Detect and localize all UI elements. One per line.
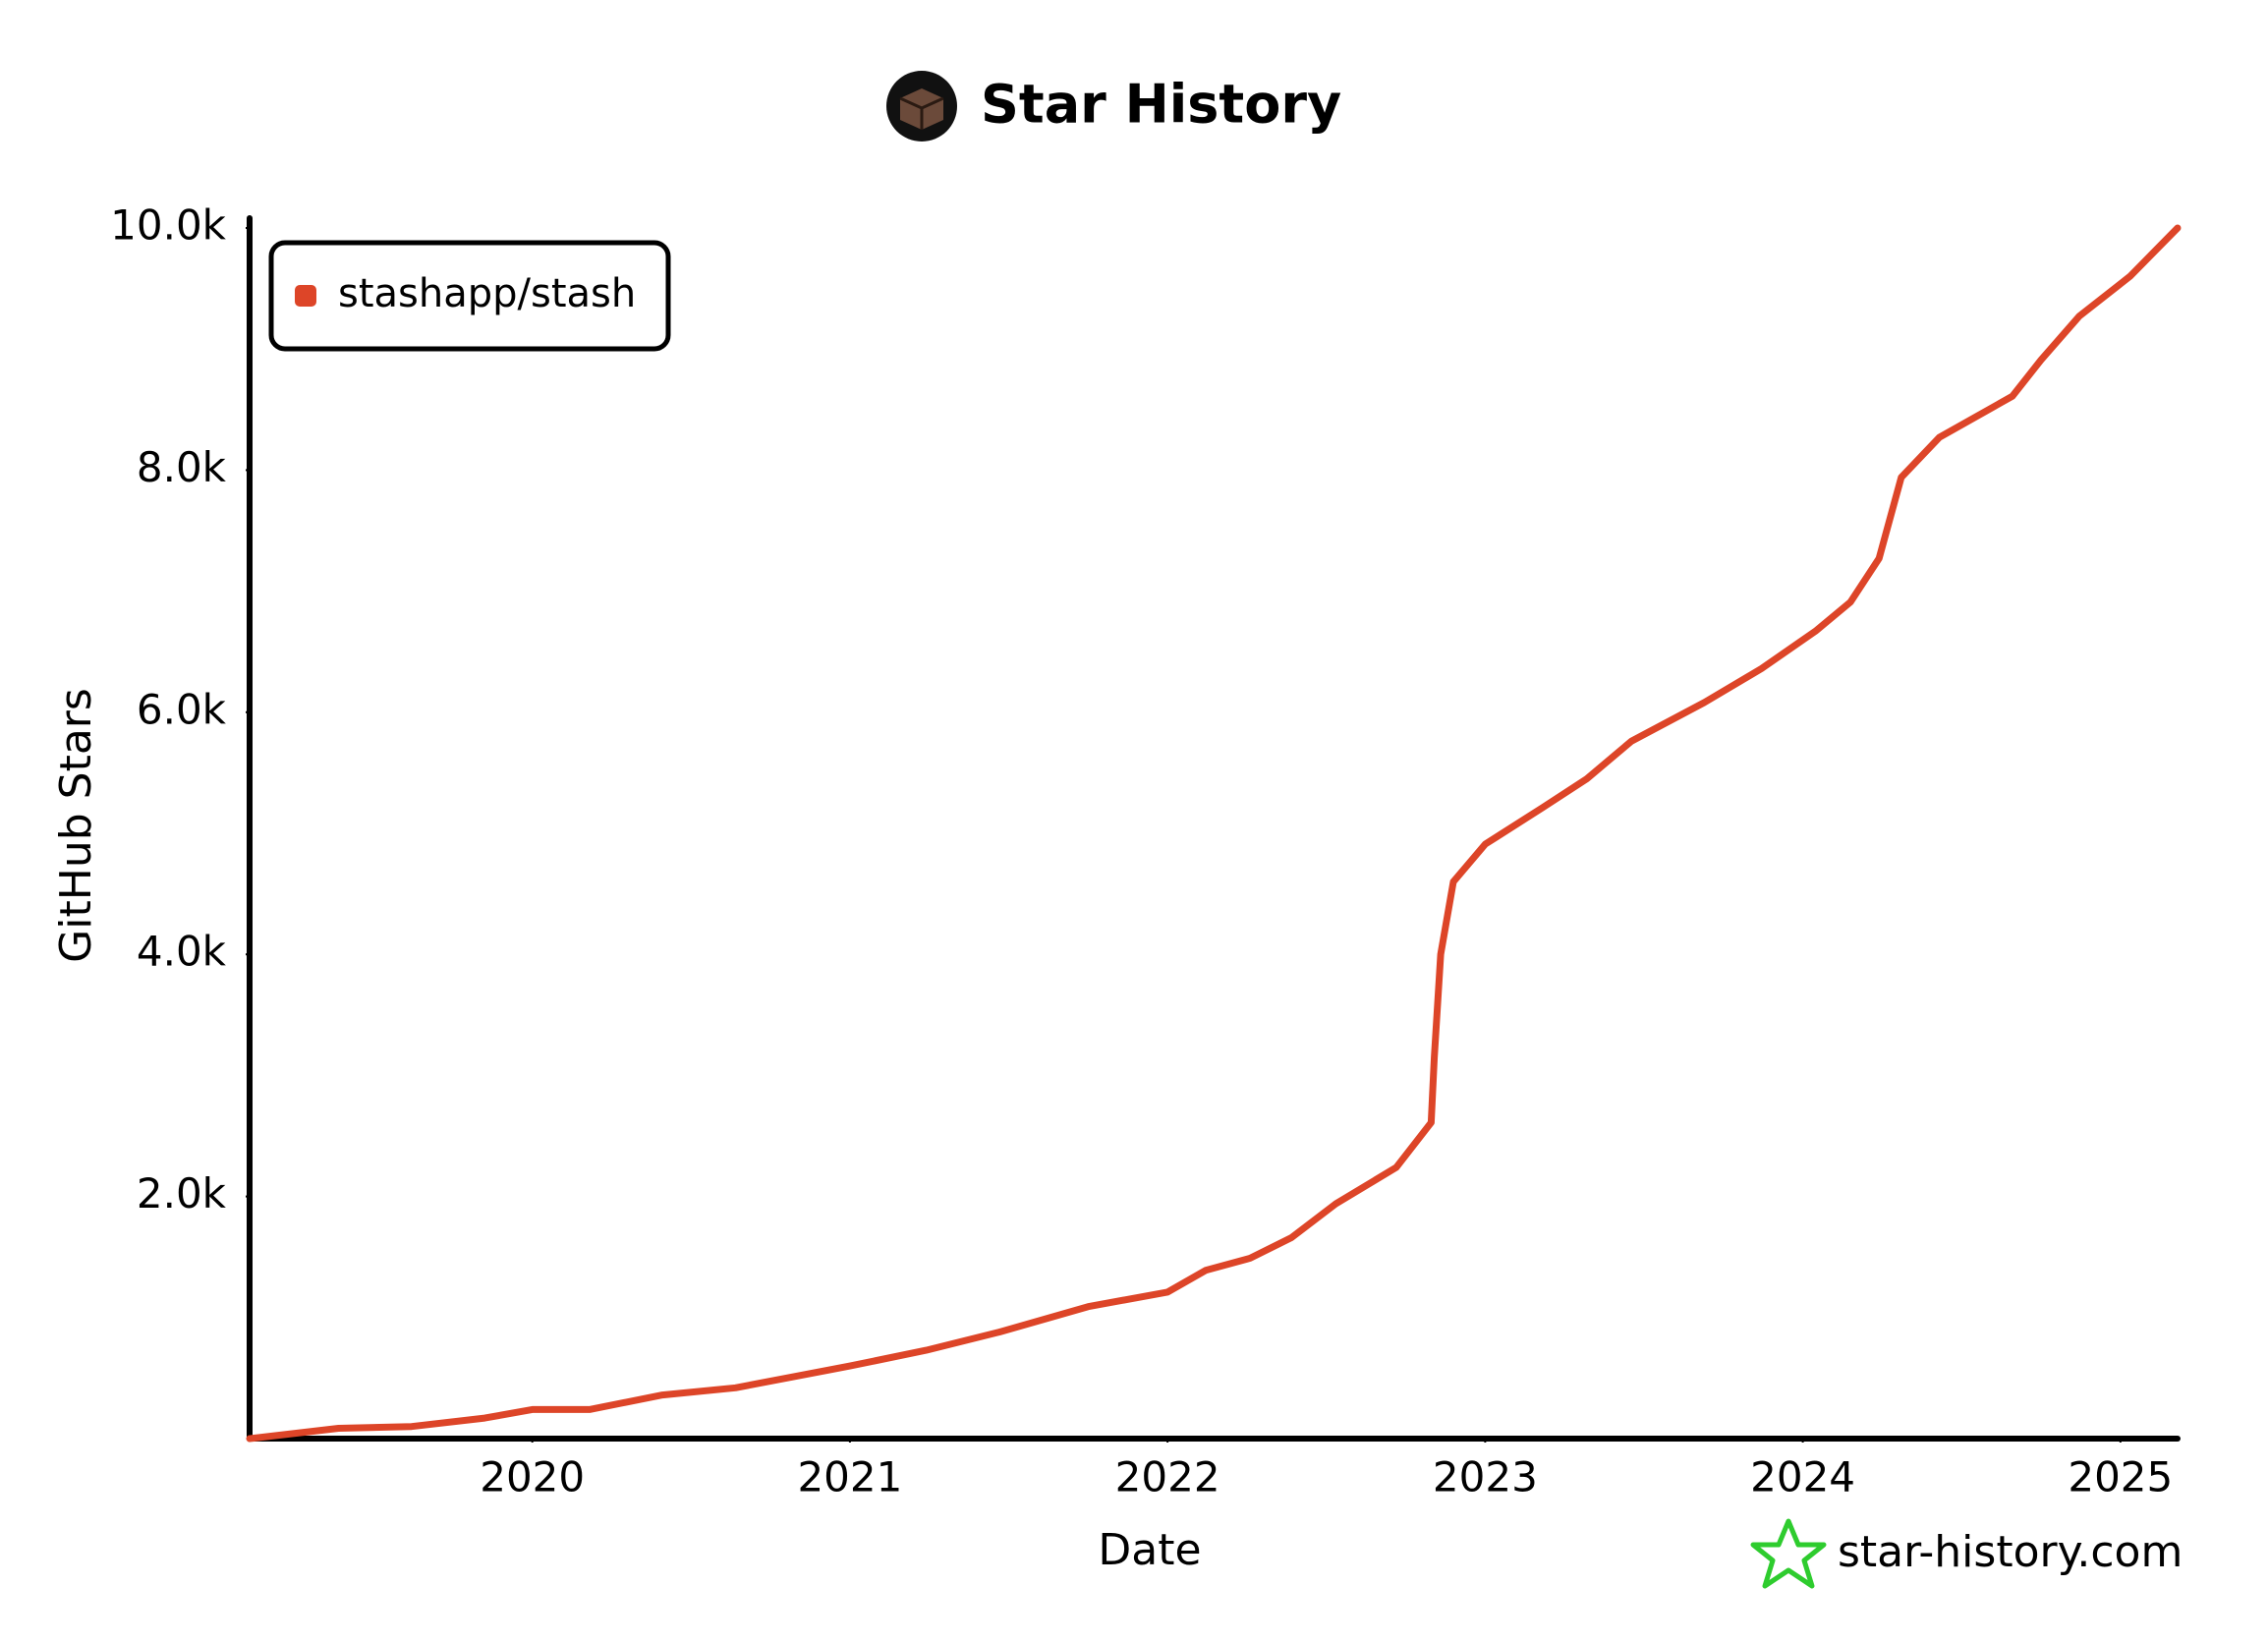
chart-title: Star History xyxy=(981,74,1341,136)
x-tick-label: 2022 xyxy=(1115,1453,1220,1501)
x-axis-title: Date xyxy=(1098,1525,1201,1575)
y-tick-label: 8.0k xyxy=(137,443,227,491)
watermark-star xyxy=(1750,1518,1827,1589)
x-tick-label: 2025 xyxy=(2068,1453,2173,1501)
y-tick-label: 10.0k xyxy=(110,201,227,250)
logo xyxy=(886,71,957,142)
y-tick-label: 2.0k xyxy=(137,1169,227,1218)
x-tick-label: 2024 xyxy=(1750,1453,1855,1501)
legend-box xyxy=(268,240,671,352)
series-line xyxy=(246,224,2182,1443)
legend-label: stashapp/stash xyxy=(338,271,636,316)
x-tick-label: 2021 xyxy=(797,1453,902,1501)
x-tick-label: 2020 xyxy=(480,1453,585,1501)
watermark: star-history.com xyxy=(1838,1527,2183,1577)
y-tick-label: 4.0k xyxy=(137,928,227,976)
legend-swatch xyxy=(295,285,316,307)
y-tick-label: 6.0k xyxy=(137,685,227,733)
y-axis-title: GitHub Stars xyxy=(51,688,101,963)
x-tick-label: 2023 xyxy=(1433,1453,1538,1501)
